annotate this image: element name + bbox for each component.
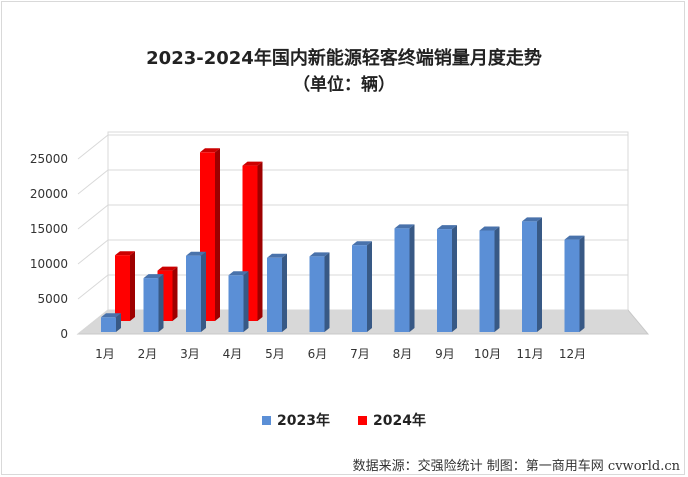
bar-2023	[186, 255, 201, 332]
x-tick-label: 12月	[559, 347, 586, 361]
bar-2023-top	[101, 313, 121, 318]
x-tick-label: 6月	[308, 347, 328, 361]
bar-2023-side	[494, 226, 500, 332]
legend-item-2024: 2024年	[358, 410, 426, 430]
bar-2024-top	[157, 266, 178, 271]
bar-2023	[564, 239, 580, 332]
bar-2023-top	[394, 224, 415, 229]
bar-2023-side	[367, 241, 372, 332]
bar-2023-side	[452, 225, 457, 332]
bar-2023	[309, 256, 325, 332]
gridline	[77, 134, 628, 160]
bar-2023	[522, 221, 537, 332]
y-tick-label: 0	[60, 327, 68, 341]
bar-2023-side	[537, 217, 542, 332]
bar-2023-side	[579, 235, 585, 332]
bar-2023-top	[352, 241, 372, 246]
bar-2024-side	[172, 266, 178, 321]
legend-swatch-2023	[262, 415, 272, 425]
x-tick-label: 9月	[435, 347, 455, 361]
bar-2023	[394, 228, 410, 332]
chart-title: 2023-2024年国内新能源轻客终端销量月度走势	[146, 48, 542, 69]
bar-2023-top	[267, 253, 287, 258]
x-tick-label: 5月	[265, 347, 285, 361]
bar-2023	[437, 229, 452, 332]
bar-2023-top	[437, 225, 457, 230]
bar-2023-top	[479, 226, 500, 231]
y-tick-label: 10000	[30, 257, 68, 271]
bar-2023-top	[522, 217, 542, 222]
bar-2024-side	[130, 251, 135, 321]
x-tick-label: 8月	[393, 347, 413, 361]
bar-2023-top	[228, 271, 249, 276]
legend-swatch-2024	[358, 415, 367, 425]
bar-2024-top	[200, 148, 220, 153]
x-tick-label: 3月	[180, 347, 200, 361]
bar-2023-side	[243, 271, 249, 332]
x-tick-label: 4月	[223, 347, 243, 361]
bar-2023-side	[201, 251, 206, 332]
legend-label-2023: 2023年	[277, 413, 330, 429]
x-tick-label: 1月	[95, 347, 115, 361]
bar-2023-side	[158, 274, 164, 332]
bar-2023-side	[116, 313, 121, 332]
y-tick-label: 15000	[30, 222, 68, 236]
legend: 2023年 2024年	[0, 410, 688, 430]
bar-2023	[228, 275, 244, 332]
x-tick-label: 10月	[474, 347, 501, 361]
legend-item-2023: 2023年	[262, 410, 330, 430]
bar-2024-side	[215, 148, 220, 321]
bar-2024-top	[242, 161, 263, 166]
bar-2023-top	[309, 252, 330, 257]
bar-2024-top	[115, 251, 135, 256]
x-tick-label: 2月	[138, 347, 158, 361]
legend-label-2024: 2024年	[373, 413, 426, 429]
x-tick-label: 11月	[516, 347, 543, 361]
bar-2023	[143, 278, 159, 332]
y-tick-label: 20000	[30, 187, 68, 201]
bar-2023	[267, 257, 282, 332]
bar-2023-top	[186, 251, 206, 256]
bar-2023-top	[564, 235, 585, 240]
bar-2023-side	[282, 253, 287, 332]
bar-2023	[101, 317, 116, 332]
y-tick-label: 5000	[37, 292, 68, 306]
bar-2023-side	[409, 224, 415, 332]
source-note: 数据来源：交强险统计 制图：第一商用车网 cvworld.cn	[352, 459, 680, 474]
gridline	[77, 169, 628, 195]
y-tick-label: 25000	[30, 152, 68, 166]
bar-2024	[115, 255, 130, 321]
bar-2023	[352, 245, 367, 332]
x-tick-label: 7月	[350, 347, 370, 361]
chart-subtitle: （单位：辆）	[293, 75, 395, 95]
gridline	[77, 204, 628, 230]
bar-2023-side	[324, 252, 330, 332]
bar-2023-top	[143, 274, 164, 279]
bar-2023	[479, 230, 495, 332]
bar-2024-side	[257, 161, 263, 321]
